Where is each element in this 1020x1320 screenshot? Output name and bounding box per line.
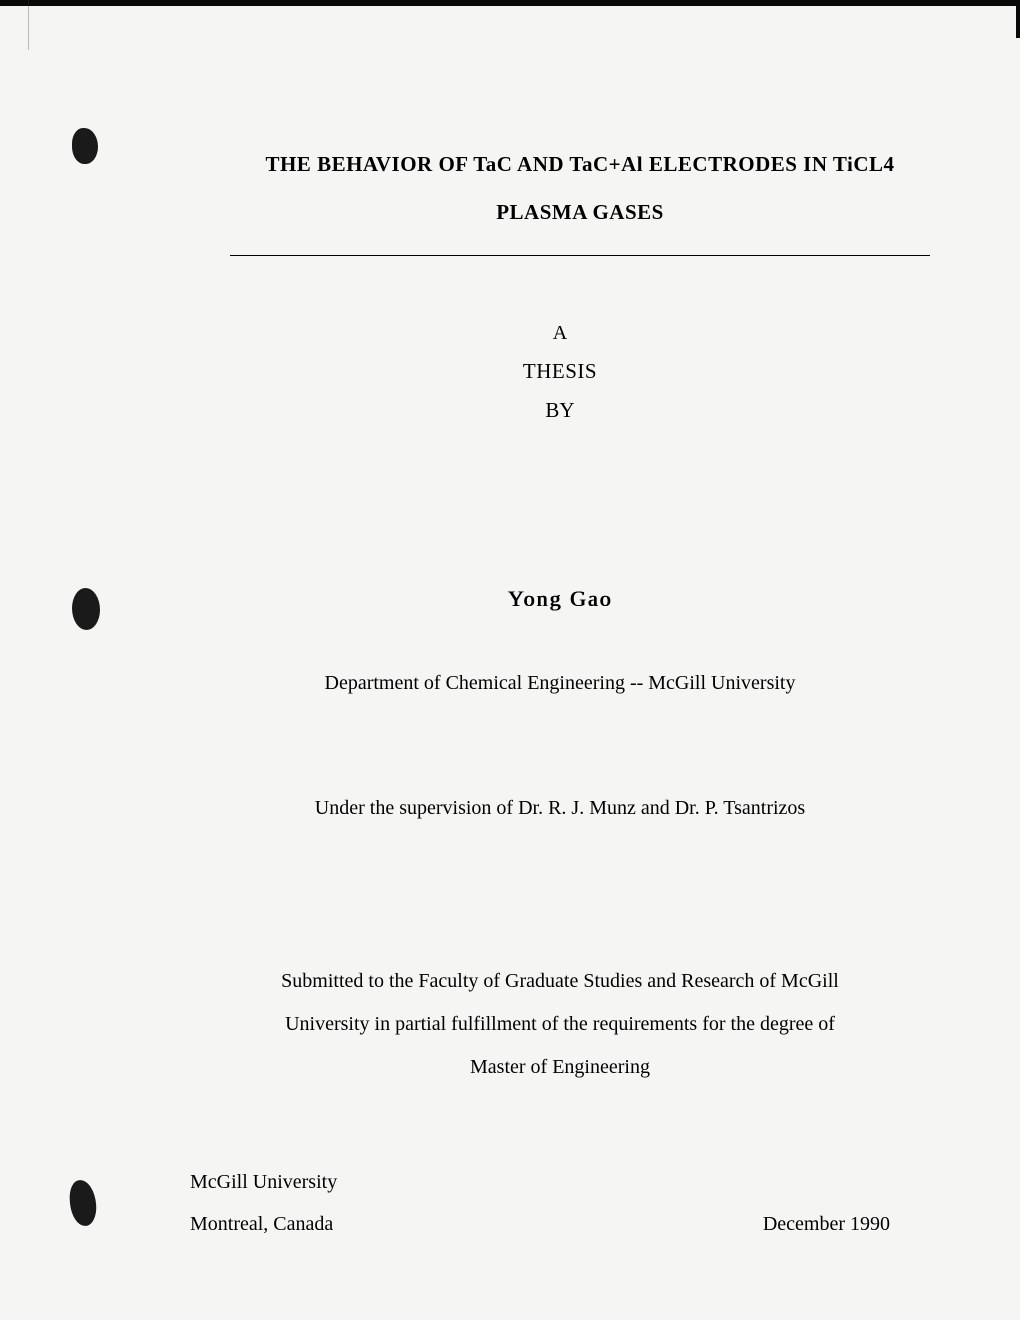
title-rule [230,255,930,256]
thesis-word: THESIS [190,352,930,392]
footer-block: McGill University Montreal, Canada Decem… [190,1161,930,1245]
title-line-1: THE BEHAVIOR OF TaC AND TaC+Al ELECTRODE… [265,152,894,176]
title-section: THE BEHAVIOR OF TaC AND TaC+Al ELECTRODE… [190,140,930,256]
thesis-a: A [190,314,930,352]
thesis-by: BY [190,391,930,431]
supervision-line: Under the supervision of Dr. R. J. Munz … [190,797,930,820]
author-name: Yong Gao [190,586,930,612]
submission-line-1: Submitted to the Faculty of Graduate Stu… [281,970,839,992]
footer-institution: McGill University [190,1161,930,1203]
author-text: Yong Gao [508,586,613,612]
footer-location: Montreal, Canada [190,1203,333,1245]
department-line: Department of Chemical Engineering -- Mc… [190,672,930,695]
thesis-block: A THESIS BY [190,314,930,432]
submission-line-3: Master of Engineering [470,1056,650,1078]
submission-line-2: University in partial fulfillment of the… [285,1013,835,1035]
submission-block: Submitted to the Faculty of Graduate Stu… [190,960,930,1089]
thesis-title-page: THE BEHAVIOR OF TaC AND TaC+Al ELECTRODE… [0,0,1020,1320]
footer-date: December 1990 [763,1213,930,1236]
main-title: THE BEHAVIOR OF TaC AND TaC+Al ELECTRODE… [230,140,930,237]
footer-row: Montreal, Canada December 1990 [190,1203,930,1245]
title-line-2: PLASMA GASES [496,200,664,224]
